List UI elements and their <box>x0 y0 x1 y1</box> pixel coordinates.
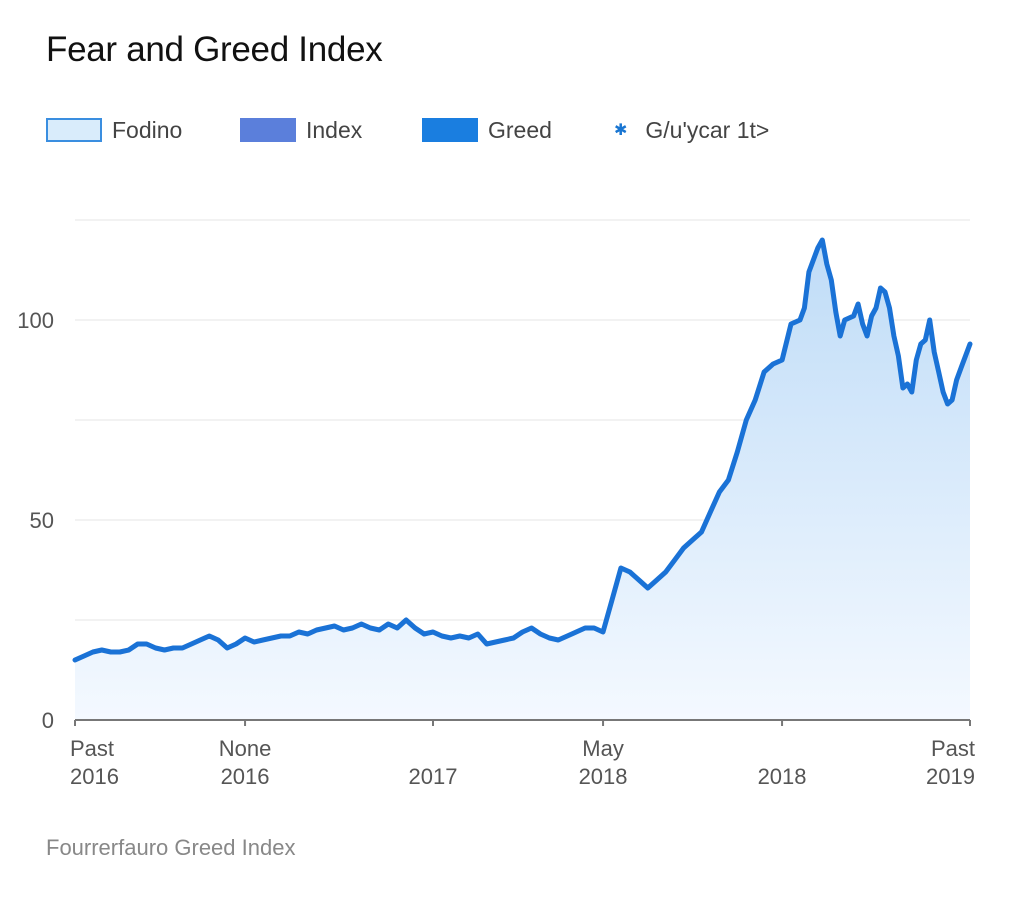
footer-source: Fourrerfauro Greed Index <box>46 835 296 860</box>
legend-item-greed[interactable]: Greed <box>422 114 552 146</box>
x-tick-label: 2018 <box>579 764 628 789</box>
x-tick-label: Past <box>70 736 114 761</box>
chart-legend: Fodino Index Greed ✱ G/u'ycar 1t> <box>46 114 946 146</box>
legend-swatch <box>46 118 102 142</box>
legend-label: Fodino <box>112 116 183 143</box>
series-area <box>75 240 970 720</box>
y-tick-label: 0 <box>42 708 54 733</box>
x-tick-label: 2018 <box>758 764 807 789</box>
y-tick-label: 50 <box>30 508 54 533</box>
x-tick-label: 2019 <box>926 764 975 789</box>
legend-item-fodino[interactable]: Fodino <box>46 114 182 146</box>
x-tick-label: 2017 <box>409 764 458 789</box>
x-tick-label: Past <box>931 736 975 761</box>
y-axis: 0 50 100 <box>17 308 54 733</box>
legend-item-extra[interactable]: ✱ G/u'ycar 1t> <box>614 114 769 146</box>
legend-label: Greed <box>488 116 552 143</box>
x-tick-label: None <box>219 736 272 761</box>
legend-label: Index <box>306 116 363 143</box>
chart-title: Fear and Greed Index <box>46 30 383 69</box>
y-tick-label: 100 <box>17 308 54 333</box>
x-tick-label: 2016 <box>70 764 119 789</box>
legend-swatch <box>240 118 296 142</box>
x-axis: Past 2016 None 2016 2017 May 2018 2018 Past 2019 <box>70 719 975 789</box>
legend-swatch <box>422 118 478 142</box>
x-tick-label: 2016 <box>221 764 270 789</box>
x-tick-label: May <box>582 736 624 761</box>
asterisk-icon: ✱ <box>614 122 628 139</box>
legend-item-index[interactable]: Index <box>240 114 362 146</box>
series-line-greed <box>72 237 973 663</box>
legend-label: G/u'ycar 1t> <box>645 116 770 143</box>
